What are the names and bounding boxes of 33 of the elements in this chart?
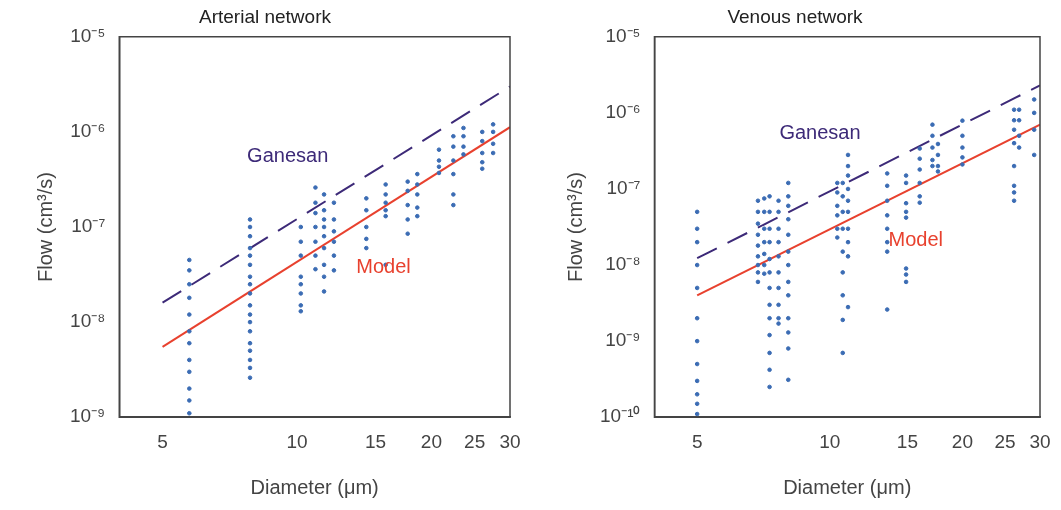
y-tick-label: 10⁻⁹ xyxy=(605,329,641,351)
x-tick-label: 30 xyxy=(1029,430,1051,452)
x-tick-label: 20 xyxy=(420,430,442,452)
y-tick-label: 10⁻⁶ xyxy=(605,101,641,123)
series-label: Ganesan xyxy=(779,121,861,144)
y-axis-title: Flow (cm³/s) xyxy=(33,172,56,282)
chart-title: Venous network xyxy=(727,5,864,27)
x-tick-label: 20 xyxy=(951,430,973,452)
y-tick-label: 10⁻⁷ xyxy=(606,177,641,199)
x-axis-title: Diameter (μm) xyxy=(783,475,912,498)
y-tick-label: 10⁻¹⁰ xyxy=(599,405,641,427)
y-tick-label: 10⁻⁸ xyxy=(70,310,106,332)
x-tick-label: 5 xyxy=(691,430,703,452)
x-tick-label: 10 xyxy=(819,430,841,452)
y-tick-label: 10⁻⁵ xyxy=(70,25,106,47)
y-tick-label: 10⁻⁶ xyxy=(70,120,106,142)
series-label: Model xyxy=(888,227,944,250)
y-tick-label: 10⁻⁷ xyxy=(71,215,106,237)
x-tick-label: 25 xyxy=(994,430,1016,452)
y-tick-label: 10⁻⁵ xyxy=(605,25,641,47)
y-tick-label: 10⁻⁹ xyxy=(69,405,106,427)
chart-title: Arterial network xyxy=(199,5,332,27)
y-axis-title: Flow (cm³/s) xyxy=(563,172,586,282)
series-label: Model xyxy=(356,254,411,277)
x-tick-label: 5 xyxy=(157,430,168,452)
x-tick-label: 15 xyxy=(365,430,387,452)
x-tick-label: 15 xyxy=(896,430,918,452)
y-tick-label: 10⁻⁸ xyxy=(605,253,641,275)
x-axis-title: Diameter (μm) xyxy=(250,475,379,498)
x-tick-label: 10 xyxy=(286,430,308,452)
x-tick-label: 25 xyxy=(464,430,486,452)
x-tick-label: 30 xyxy=(499,430,521,452)
series-label: Ganesan xyxy=(247,144,329,167)
